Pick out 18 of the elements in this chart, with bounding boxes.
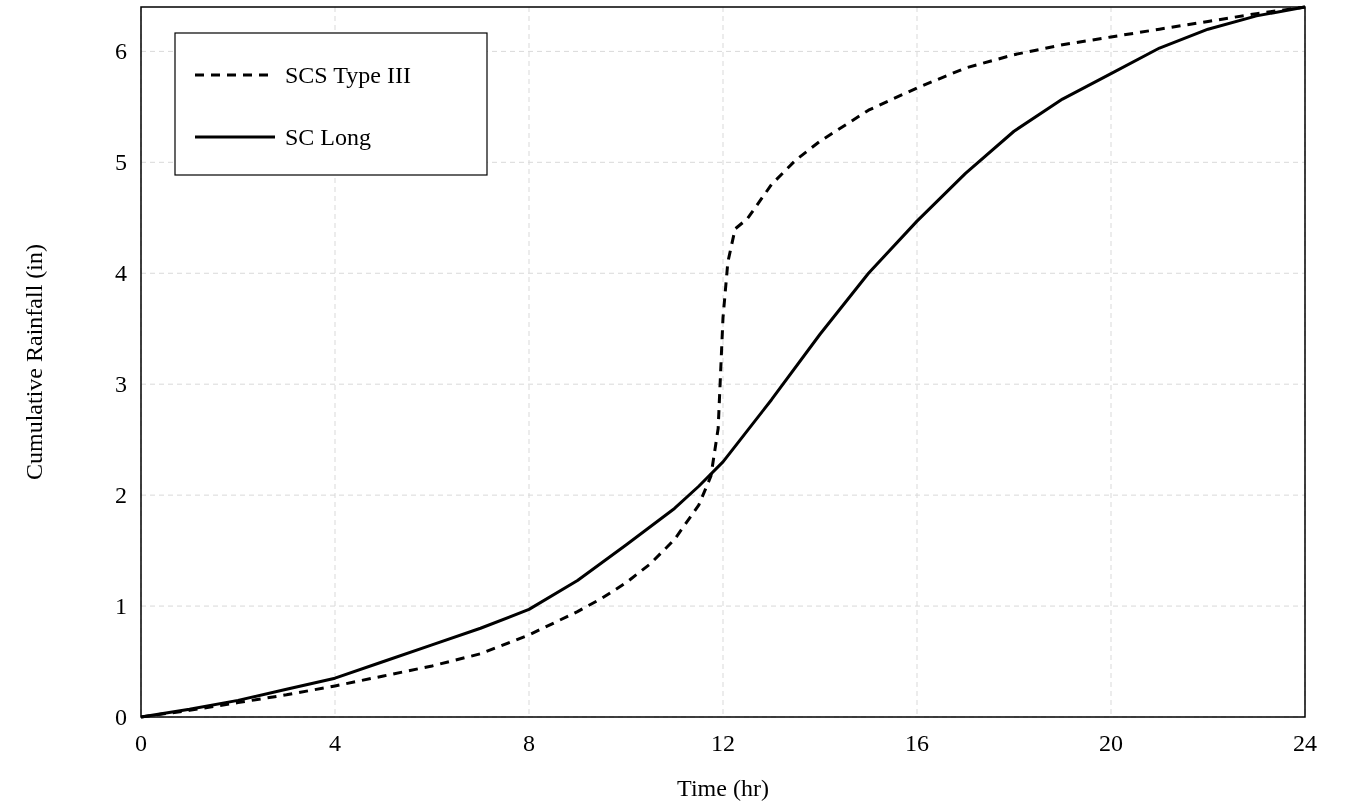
x-tick-label: 4 (329, 730, 341, 756)
y-tick-label: 5 (115, 149, 127, 176)
x-tick-label: 20 (1099, 730, 1123, 756)
y-tick-label: 3 (115, 371, 127, 398)
y-tick-label: 2 (115, 482, 127, 509)
x-tick-label: 0 (135, 730, 147, 756)
legend-label: SCS Type III (285, 62, 411, 88)
x-tick-label: 8 (523, 730, 535, 756)
y-axis-title: Cumulative Rainfall (in) (21, 244, 47, 480)
x-axis-title: Time (hr) (677, 775, 769, 801)
y-tick-label: 6 (115, 38, 127, 65)
y-tick-label: 1 (115, 593, 127, 620)
y-tick-label: 4 (115, 260, 127, 287)
x-tick-label: 12 (711, 730, 735, 756)
x-tick-label: 24 (1293, 730, 1317, 756)
y-tick-label: 0 (115, 704, 127, 730)
legend-label: SC Long (285, 124, 372, 150)
x-tick-label: 16 (905, 730, 929, 756)
